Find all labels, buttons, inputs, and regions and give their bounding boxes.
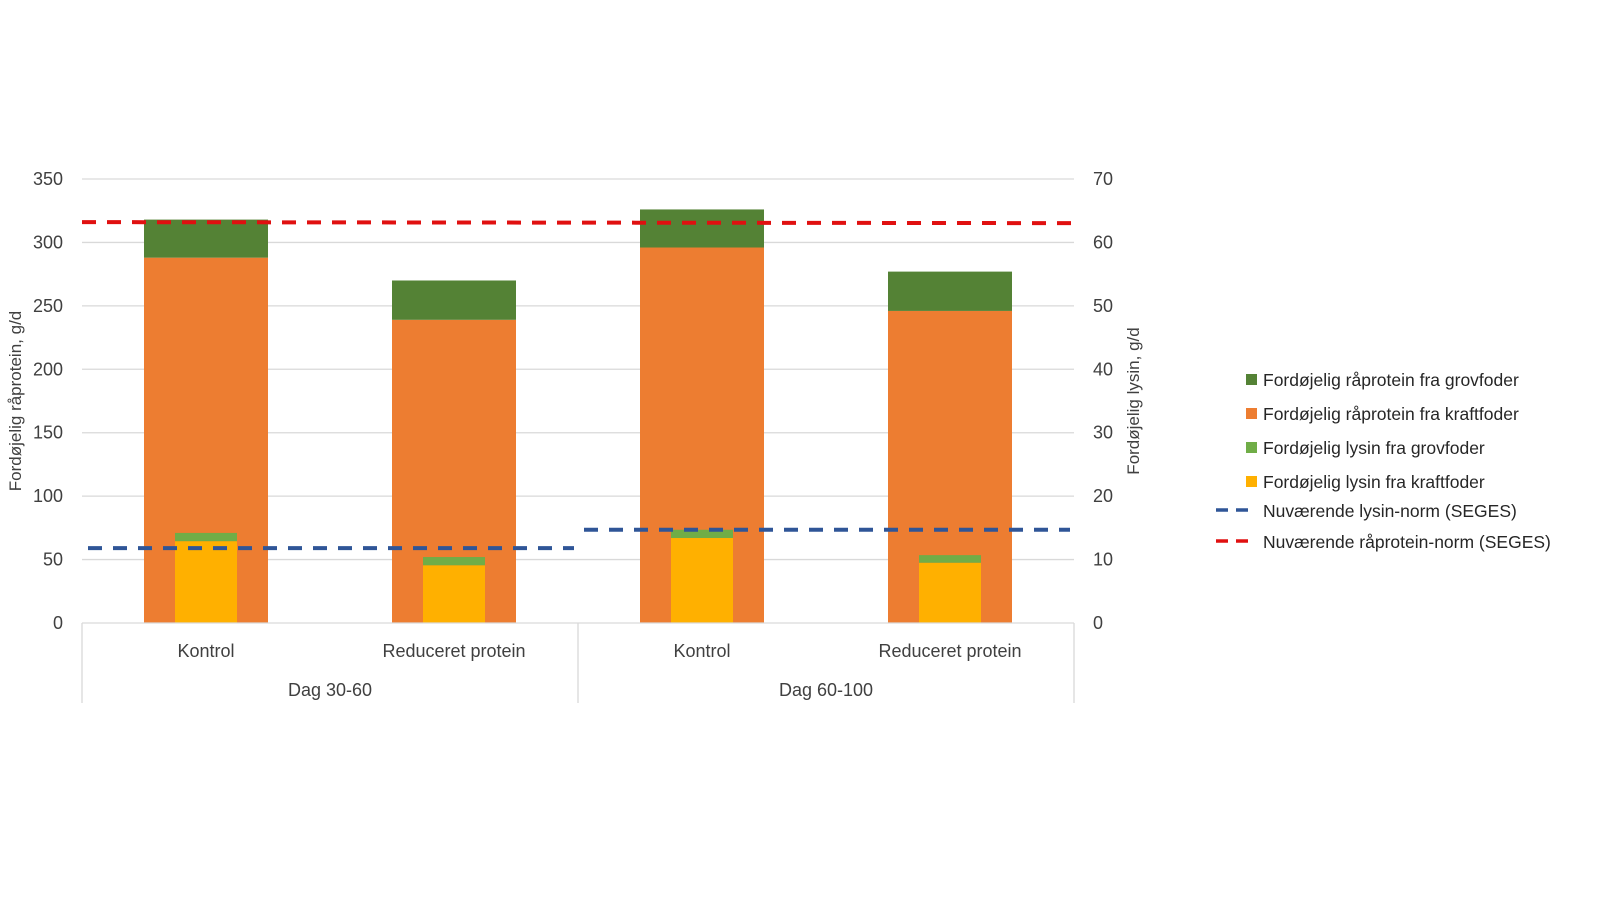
y-axis-right-ticks: 0 10 20 30 40 50 60 70: [1093, 169, 1113, 633]
category-label: Reduceret protein: [382, 641, 525, 661]
bar-protein-grovfoder: [640, 209, 764, 248]
group-label: Dag 60-100: [779, 680, 873, 700]
group-label: Dag 30-60: [288, 680, 372, 700]
y-axis-right-title: Fordøjelig lysin, g/d: [1124, 327, 1143, 474]
bar-lysin-grovfoder: [919, 555, 981, 563]
y-tick-label-right: 30: [1093, 423, 1113, 443]
bar-lysin-grovfoder: [423, 557, 485, 566]
y-tick-label-left: 150: [33, 423, 63, 443]
y-tick-label-right: 40: [1093, 359, 1113, 379]
bar-lysin-grovfoder: [175, 532, 237, 542]
bar-lysin-grovfoder: [671, 529, 733, 539]
category-label: Reduceret protein: [878, 641, 1021, 661]
y-axis-left-ticks: 0 50 100 150 200 250 300 350: [33, 169, 63, 633]
legend-label: Fordøjelig råprotein fra kraftfoder: [1263, 404, 1519, 424]
category-label: Kontrol: [177, 641, 234, 661]
bar-lysin-kraftfoder: [175, 541, 237, 623]
bar-lysin-kraftfoder: [671, 538, 733, 623]
reference-lines: [81, 220, 1075, 551]
y-tick-label-left: 350: [33, 169, 63, 189]
bar-lysin-kraftfoder: [919, 562, 981, 623]
y-tick-label-left: 0: [53, 613, 63, 633]
y-axis-left-title: Fordøjelig råprotein, g/d: [6, 311, 25, 491]
legend-swatch: [1246, 442, 1257, 453]
category-label: Kontrol: [673, 641, 730, 661]
y-tick-label-right: 60: [1093, 232, 1113, 252]
legend-label: Nuværende lysin-norm (SEGES): [1263, 501, 1517, 521]
legend-swatch: [1246, 374, 1257, 385]
bars: [144, 209, 1012, 623]
y-tick-label-right: 70: [1093, 169, 1113, 189]
legend: Fordøjelig råprotein fra grovfoder Fordøj…: [1216, 370, 1551, 552]
bar-protein-grovfoder: [392, 280, 516, 320]
bar-protein-grovfoder: [888, 271, 1012, 311]
protein-norm-line: [81, 220, 1075, 226]
legend-label: Fordøjelig lysin fra grovfoder: [1263, 438, 1485, 458]
legend-swatch: [1246, 408, 1257, 419]
y-tick-label-left: 250: [33, 296, 63, 316]
bar-lysin-kraftfoder: [423, 565, 485, 623]
y-tick-label-left: 50: [43, 550, 63, 570]
bar-protein-grovfoder: [144, 219, 268, 258]
legend-label: Fordøjelig råprotein fra grovfoder: [1263, 370, 1519, 390]
y-tick-label-right: 10: [1093, 550, 1113, 570]
x-axis: Kontrol Reduceret protein Kontrol Reduceret…: [81, 622, 1075, 703]
legend-label: Nuværende råprotein-norm (SEGES): [1263, 532, 1551, 552]
y-tick-label-right: 20: [1093, 486, 1113, 506]
legend-label: Fordøjelig lysin fra kraftfoder: [1263, 472, 1485, 492]
y-tick-label-right: 50: [1093, 296, 1113, 316]
y-tick-label-left: 300: [33, 232, 63, 252]
legend-swatch: [1246, 476, 1257, 487]
y-tick-label-left: 200: [33, 359, 63, 379]
y-tick-label-right: 0: [1093, 613, 1103, 633]
y-tick-label-left: 100: [33, 486, 63, 506]
